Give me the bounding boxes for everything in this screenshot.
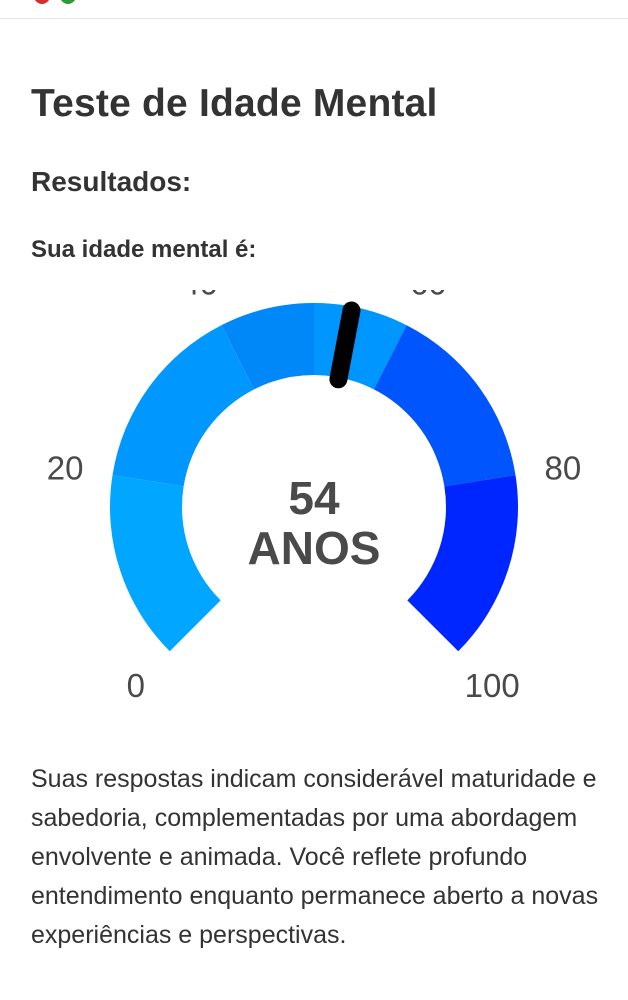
gauge-tick-label: 80 [545,450,582,487]
result-description: Suas respostas indicam considerável matu… [31,765,599,949]
gauge-tick-label: 0 [127,667,145,704]
mental-age-subtitle: Sua idade mental é: [31,236,257,263]
mental-age-gauge: 0 20 40 60 80 100 54 ANOS [47,290,582,704]
results-heading: Resultados: [31,166,192,197]
gauge-value-text: 54 [288,472,340,524]
gauge-segment-1 [112,325,255,487]
flag-icon-green [60,0,76,4]
gauge-unit-text: ANOS [248,522,381,574]
gauge-segment-0 [110,475,221,652]
gauge-segment-2 [221,303,314,390]
gauge-tick-label: 100 [465,667,520,704]
page-title: Teste de Idade Mental [31,82,438,125]
gauge-segment-4 [373,325,516,487]
gauge-tick-label: 20 [47,450,84,487]
flag-icon-red [34,0,50,4]
gauge-segment-5 [407,475,518,652]
gauge-tick-label: 40 [181,290,218,302]
gauge-tick-label: 60 [410,290,447,302]
gauge-needle [329,301,361,389]
top-bar [0,0,628,19]
